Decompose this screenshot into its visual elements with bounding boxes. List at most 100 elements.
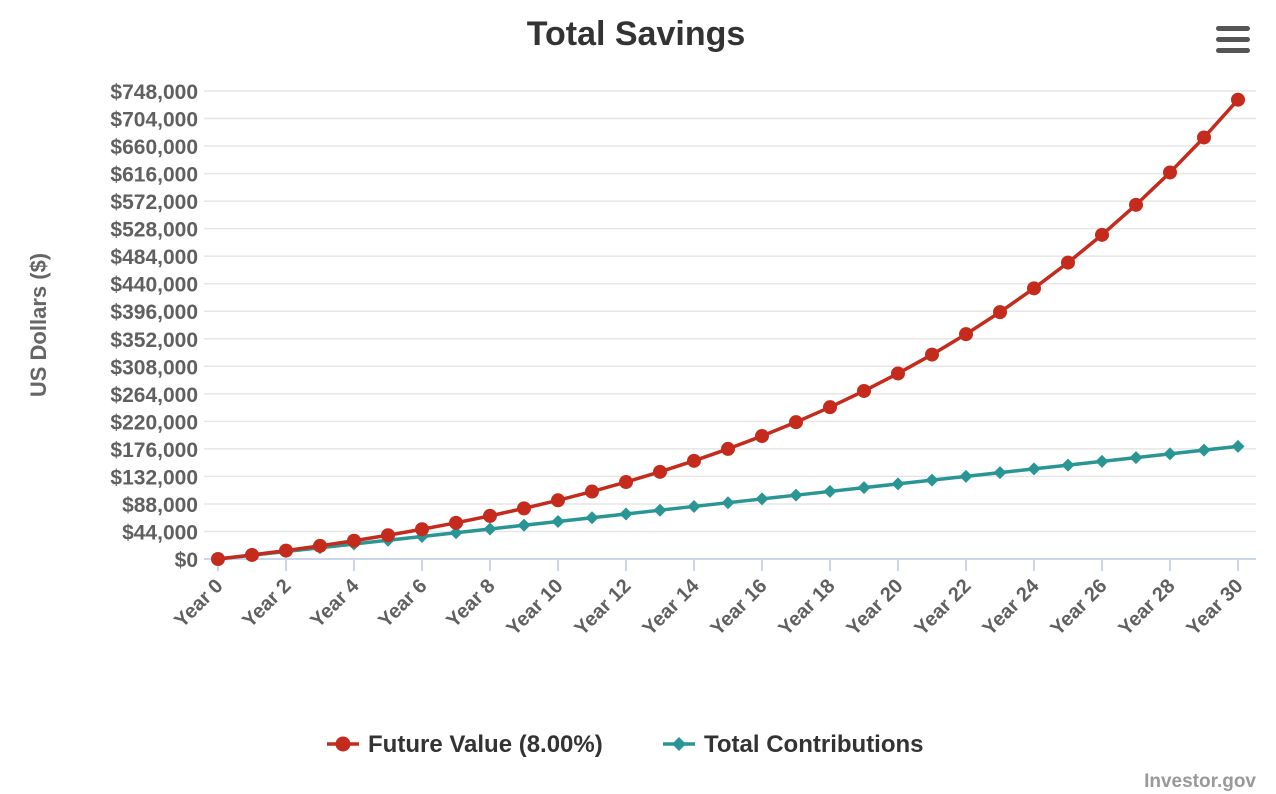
data-point[interactable] (483, 522, 497, 536)
data-point[interactable] (1231, 439, 1245, 453)
y-axis-title: US Dollars ($) (26, 253, 51, 397)
data-point[interactable] (1163, 447, 1177, 461)
x-tick-label: Year 6 (374, 575, 431, 632)
y-tick-label: $132,000 (110, 466, 198, 489)
grid-lines (204, 90, 1256, 533)
legend-label: Total Contributions (704, 731, 924, 758)
data-point[interactable] (449, 515, 463, 530)
data-point[interactable] (1163, 165, 1177, 180)
x-tick-label: Year 26 (1046, 575, 1111, 640)
data-point[interactable] (483, 508, 497, 523)
y-tick-label: $748,000 (110, 81, 198, 104)
x-tick-label: Year 2 (238, 575, 295, 632)
data-point[interactable] (1231, 92, 1245, 107)
x-tick-label: Year 16 (706, 575, 771, 640)
x-axis: Year 0 Year 2 Year 4 Year 6 Year 8 Year 10 Yea… (170, 558, 1256, 640)
data-point[interactable] (381, 528, 395, 543)
data-point[interactable] (721, 441, 735, 456)
data-point[interactable] (279, 543, 293, 558)
data-point[interactable] (619, 475, 633, 490)
data-point[interactable] (517, 501, 531, 516)
y-tick-label: $660,000 (110, 136, 198, 159)
data-point[interactable] (857, 383, 871, 398)
data-point[interactable] (857, 481, 871, 495)
data-point[interactable] (959, 327, 973, 342)
y-tick-label: $308,000 (110, 356, 198, 379)
data-point[interactable] (1197, 130, 1211, 145)
data-point[interactable] (993, 305, 1007, 320)
data-point[interactable] (653, 503, 667, 517)
legend-label: Future Value (8.00%) (368, 731, 603, 758)
data-point[interactable] (925, 347, 939, 362)
data-point[interactable] (619, 507, 633, 521)
y-axis: $0 $44,000 $88,000 $132,000 $176,000 $220,000… (110, 81, 198, 572)
data-point[interactable] (789, 488, 803, 502)
data-point[interactable] (755, 429, 769, 444)
x-tick-label: Year 20 (842, 575, 907, 640)
y-tick-label: $220,000 (110, 411, 198, 434)
data-point[interactable] (245, 547, 259, 562)
data-point[interactable] (313, 538, 327, 553)
legend-marker[interactable] (672, 737, 686, 751)
data-point[interactable] (823, 400, 837, 415)
data-point[interactable] (959, 469, 973, 483)
data-point[interactable] (891, 477, 905, 491)
data-point[interactable] (789, 415, 803, 430)
y-tick-label: $396,000 (110, 301, 198, 324)
data-point[interactable] (551, 514, 565, 528)
data-point[interactable] (1027, 281, 1041, 296)
x-tick-label: Year 22 (910, 575, 975, 640)
x-tick-label: Year 8 (442, 575, 499, 632)
y-tick-label: $264,000 (110, 384, 198, 407)
series-line (216, 97, 1240, 561)
data-point[interactable] (755, 492, 769, 506)
x-tick-label: Year 12 (570, 575, 635, 640)
y-tick-label: $528,000 (110, 219, 198, 242)
x-tick-label: Year 24 (978, 574, 1044, 640)
series-layer (211, 92, 1245, 566)
data-point[interactable] (517, 518, 531, 532)
y-tick-label: $0 (175, 549, 198, 572)
data-point[interactable] (891, 366, 905, 381)
x-tick-label: Year 14 (638, 574, 704, 640)
y-tick-label: $176,000 (110, 439, 198, 462)
data-point[interactable] (823, 484, 837, 498)
credits-label[interactable]: Investor.gov (1144, 771, 1256, 792)
chart-title: Total Savings (527, 15, 746, 53)
x-tick-label: Year 0 (170, 575, 227, 632)
x-tick-label: Year 4 (306, 574, 364, 632)
hamburger-menu-icon (1216, 26, 1250, 53)
legend-item-future-value[interactable]: Future Value (8.00%) (327, 731, 603, 758)
data-point[interactable] (1129, 451, 1143, 465)
data-point[interactable] (415, 522, 429, 537)
data-point[interactable] (1129, 197, 1143, 212)
data-point[interactable] (925, 473, 939, 487)
data-point[interactable] (585, 511, 599, 525)
series-total-contributions (211, 439, 1245, 566)
data-point[interactable] (347, 533, 361, 548)
y-tick-label: $484,000 (110, 246, 198, 269)
legend: Future Value (8.00%) Total Contributions (327, 731, 924, 758)
data-point[interactable] (551, 493, 565, 508)
data-point[interactable] (1061, 458, 1075, 472)
data-point[interactable] (1027, 462, 1041, 476)
data-point[interactable] (1095, 454, 1109, 468)
legend-item-total-contributions[interactable]: Total Contributions (663, 731, 924, 758)
data-point[interactable] (585, 484, 599, 499)
y-tick-label: $704,000 (110, 109, 198, 132)
y-tick-label: $44,000 (122, 521, 198, 544)
data-point[interactable] (721, 496, 735, 510)
data-point[interactable] (687, 453, 701, 468)
chart-menu-button[interactable] (1212, 20, 1252, 58)
data-point[interactable] (211, 552, 225, 566)
data-point[interactable] (1061, 255, 1075, 270)
legend-marker[interactable] (335, 736, 351, 752)
data-point[interactable] (1095, 227, 1109, 242)
data-point[interactable] (993, 466, 1007, 480)
y-tick-label: $572,000 (110, 191, 198, 214)
data-point[interactable] (1197, 443, 1211, 457)
data-point[interactable] (687, 499, 701, 513)
data-point[interactable] (449, 526, 463, 540)
data-point[interactable] (653, 464, 667, 479)
